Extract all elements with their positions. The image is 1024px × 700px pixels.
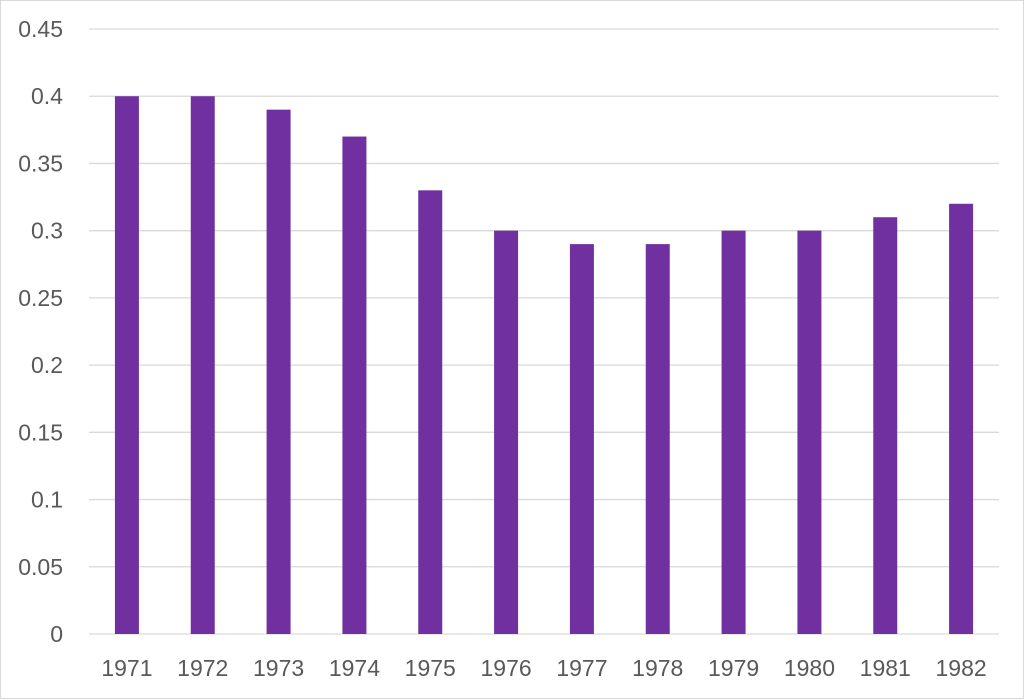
bars bbox=[114, 96, 974, 635]
x-tick-label: 1973 bbox=[253, 655, 304, 681]
bar-1971[interactable] bbox=[114, 96, 139, 634]
x-tick-label: 1974 bbox=[329, 655, 380, 681]
bar-1972[interactable] bbox=[190, 96, 215, 634]
x-tick-label: 1978 bbox=[632, 655, 683, 681]
y-tick-label: 0.45 bbox=[18, 16, 63, 42]
x-tick-label: 1980 bbox=[784, 655, 835, 681]
y-tick-label: 0.25 bbox=[18, 285, 63, 311]
y-tick-label: 0.1 bbox=[31, 487, 63, 513]
x-tick-label: 1971 bbox=[101, 655, 152, 681]
bar-1977[interactable] bbox=[569, 244, 594, 634]
y-tick-label: 0.3 bbox=[31, 218, 63, 244]
x-tick-label: 1977 bbox=[556, 655, 607, 681]
bar-1973[interactable] bbox=[266, 109, 291, 634]
bar-1979[interactable] bbox=[721, 230, 746, 634]
y-tick-label: 0 bbox=[50, 621, 63, 647]
bar-1975[interactable] bbox=[418, 190, 443, 635]
y-tick-label: 0.05 bbox=[18, 554, 63, 580]
x-axis-tick-labels: 1971 1972 1973 1974 1975 1976 1977 1978 1979 1980… bbox=[101, 655, 986, 681]
y-tick-label: 0.15 bbox=[18, 419, 63, 445]
x-tick-label: 1976 bbox=[480, 655, 531, 681]
y-axis-tick-labels: 0 0.05 0.1 0.15 0.2 0.25 0.3 0.35 0.4 0.45 bbox=[18, 16, 63, 647]
y-tick-label: 0.2 bbox=[31, 352, 63, 378]
bar-1976[interactable] bbox=[494, 230, 519, 634]
bar-1980[interactable] bbox=[797, 230, 822, 634]
bar-1974[interactable] bbox=[342, 136, 367, 635]
bar-1981[interactable] bbox=[873, 217, 898, 634]
bar-1982[interactable] bbox=[949, 203, 974, 634]
x-tick-label: 1982 bbox=[935, 655, 986, 681]
y-tick-label: 0.4 bbox=[31, 83, 63, 109]
gridlines bbox=[89, 28, 999, 635]
y-tick-label: 0.35 bbox=[18, 150, 63, 176]
x-tick-label: 1981 bbox=[860, 655, 911, 681]
x-tick-label: 1972 bbox=[177, 655, 228, 681]
bar-1978[interactable] bbox=[645, 244, 670, 634]
x-tick-label: 1975 bbox=[405, 655, 456, 681]
x-tick-label: 1979 bbox=[708, 655, 759, 681]
